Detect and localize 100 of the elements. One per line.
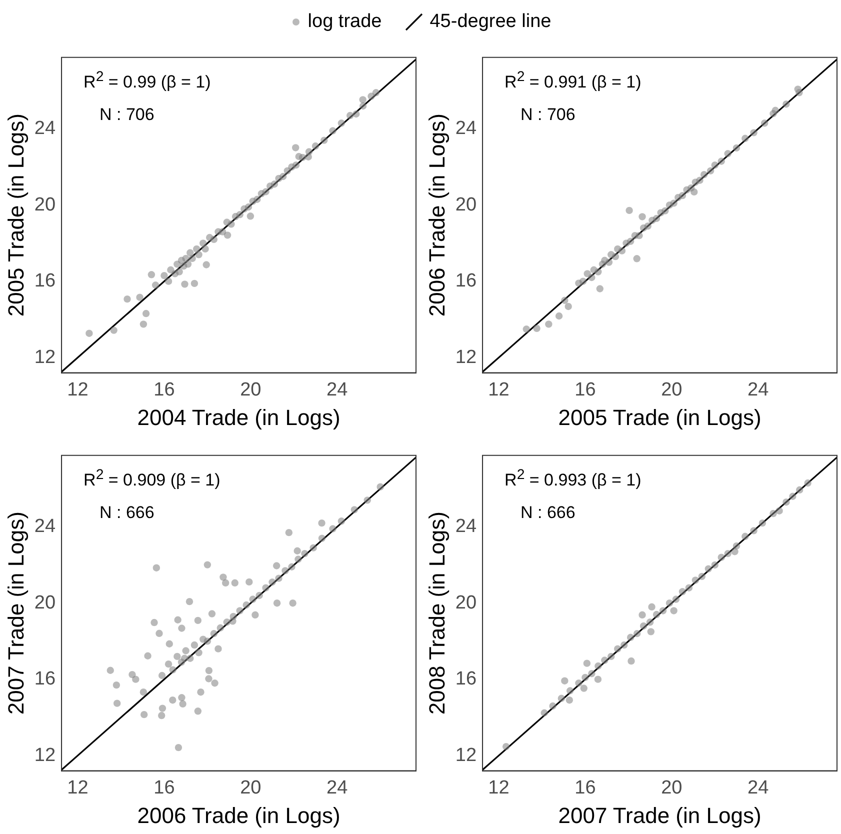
x-tick-label: 16 bbox=[574, 777, 596, 798]
x-tick-label: 20 bbox=[661, 379, 682, 400]
point bbox=[662, 207, 669, 214]
point bbox=[588, 670, 596, 678]
point bbox=[724, 550, 732, 558]
point bbox=[555, 312, 563, 320]
y-tick-label: 16 bbox=[34, 668, 56, 690]
y-axis-title: 2005 Trade (in Logs) bbox=[3, 114, 28, 317]
point bbox=[670, 200, 678, 207]
point bbox=[688, 184, 695, 192]
point bbox=[750, 527, 758, 534]
y-tick-label: 24 bbox=[34, 516, 56, 538]
point bbox=[626, 634, 634, 641]
x-tick-label: 24 bbox=[748, 379, 770, 400]
annotation: R$^{2}$ = 0.909 (β = 1) bbox=[84, 467, 220, 492]
point bbox=[566, 687, 574, 694]
y-axis-title: 2006 Trade (in Logs) bbox=[424, 114, 450, 317]
y-tick-label: 12 bbox=[455, 346, 477, 368]
point bbox=[633, 255, 640, 262]
point bbox=[731, 548, 738, 556]
point bbox=[614, 645, 622, 652]
point bbox=[760, 120, 768, 127]
point bbox=[742, 134, 749, 142]
point bbox=[672, 596, 680, 603]
point bbox=[704, 565, 712, 572]
point bbox=[644, 222, 652, 230]
y-axis-title: 2007 Trade (in Logs) bbox=[3, 512, 28, 715]
point bbox=[652, 214, 660, 222]
x-tick-label: 16 bbox=[574, 379, 596, 400]
y-tick-label: 16 bbox=[455, 270, 477, 292]
point bbox=[612, 252, 620, 260]
point bbox=[789, 492, 796, 500]
point bbox=[626, 238, 634, 245]
point bbox=[804, 479, 812, 487]
x-tick-label: 16 bbox=[154, 379, 175, 400]
point bbox=[601, 656, 608, 664]
point bbox=[711, 561, 718, 569]
point bbox=[692, 576, 700, 584]
x-axis-title: 2007 Trade (in Logs) bbox=[558, 802, 762, 828]
x-tick-label: 20 bbox=[240, 777, 262, 798]
point bbox=[659, 607, 667, 614]
point bbox=[566, 696, 574, 704]
point bbox=[540, 709, 548, 716]
point bbox=[696, 176, 704, 184]
point bbox=[646, 618, 654, 626]
legend-label: 45-degree line bbox=[430, 11, 552, 33]
point bbox=[596, 285, 604, 292]
point bbox=[561, 677, 568, 684]
point bbox=[711, 161, 718, 169]
x-axis-title: 2006 Trade (in Logs) bbox=[137, 802, 340, 828]
y-tick-label: 12 bbox=[455, 744, 477, 766]
point bbox=[626, 206, 633, 214]
point bbox=[558, 694, 566, 702]
point bbox=[796, 89, 803, 96]
point bbox=[608, 652, 615, 660]
point bbox=[796, 486, 804, 494]
point bbox=[670, 607, 678, 614]
y-tick-label: 20 bbox=[34, 592, 56, 614]
annotation: R$^{2}$ = 0.993 (β = 1) bbox=[504, 467, 642, 492]
point bbox=[718, 158, 725, 165]
point bbox=[580, 684, 588, 692]
point bbox=[533, 324, 540, 332]
point bbox=[742, 532, 749, 540]
x-tick-label: 20 bbox=[240, 379, 262, 400]
point bbox=[652, 610, 660, 618]
point bbox=[579, 278, 587, 285]
point bbox=[758, 519, 766, 527]
y-tick-label: 16 bbox=[455, 668, 477, 690]
point bbox=[522, 326, 530, 333]
point bbox=[648, 603, 656, 611]
point bbox=[782, 100, 790, 108]
y-tick-label: 20 bbox=[455, 592, 477, 614]
x-axis-title: 2005 Trade (in Logs) bbox=[558, 404, 762, 430]
point bbox=[770, 510, 777, 518]
y-tick-label: 20 bbox=[34, 194, 56, 216]
annotation: N : 706 bbox=[100, 105, 154, 126]
point bbox=[678, 192, 686, 200]
x-tick-label: 12 bbox=[67, 777, 88, 798]
point bbox=[776, 507, 783, 514]
point bbox=[638, 213, 646, 220]
point bbox=[564, 302, 572, 310]
y-tick-label: 24 bbox=[455, 118, 477, 140]
y-tick-label: 12 bbox=[34, 744, 56, 766]
y-tick-label: 16 bbox=[34, 270, 56, 292]
point bbox=[732, 144, 740, 152]
point bbox=[618, 247, 626, 254]
x-tick-label: 24 bbox=[748, 777, 770, 798]
point bbox=[549, 702, 556, 710]
point bbox=[782, 498, 790, 506]
point bbox=[750, 129, 758, 136]
point bbox=[583, 660, 591, 667]
point bbox=[640, 622, 648, 630]
point bbox=[732, 542, 740, 550]
point bbox=[582, 674, 589, 682]
point bbox=[638, 611, 646, 619]
point bbox=[605, 258, 613, 266]
point bbox=[561, 296, 568, 304]
point bbox=[770, 110, 777, 118]
annotation: R$^{2}$ = 0.991 (β = 1) bbox=[504, 69, 642, 94]
y-tick-label: 12 bbox=[34, 346, 56, 368]
